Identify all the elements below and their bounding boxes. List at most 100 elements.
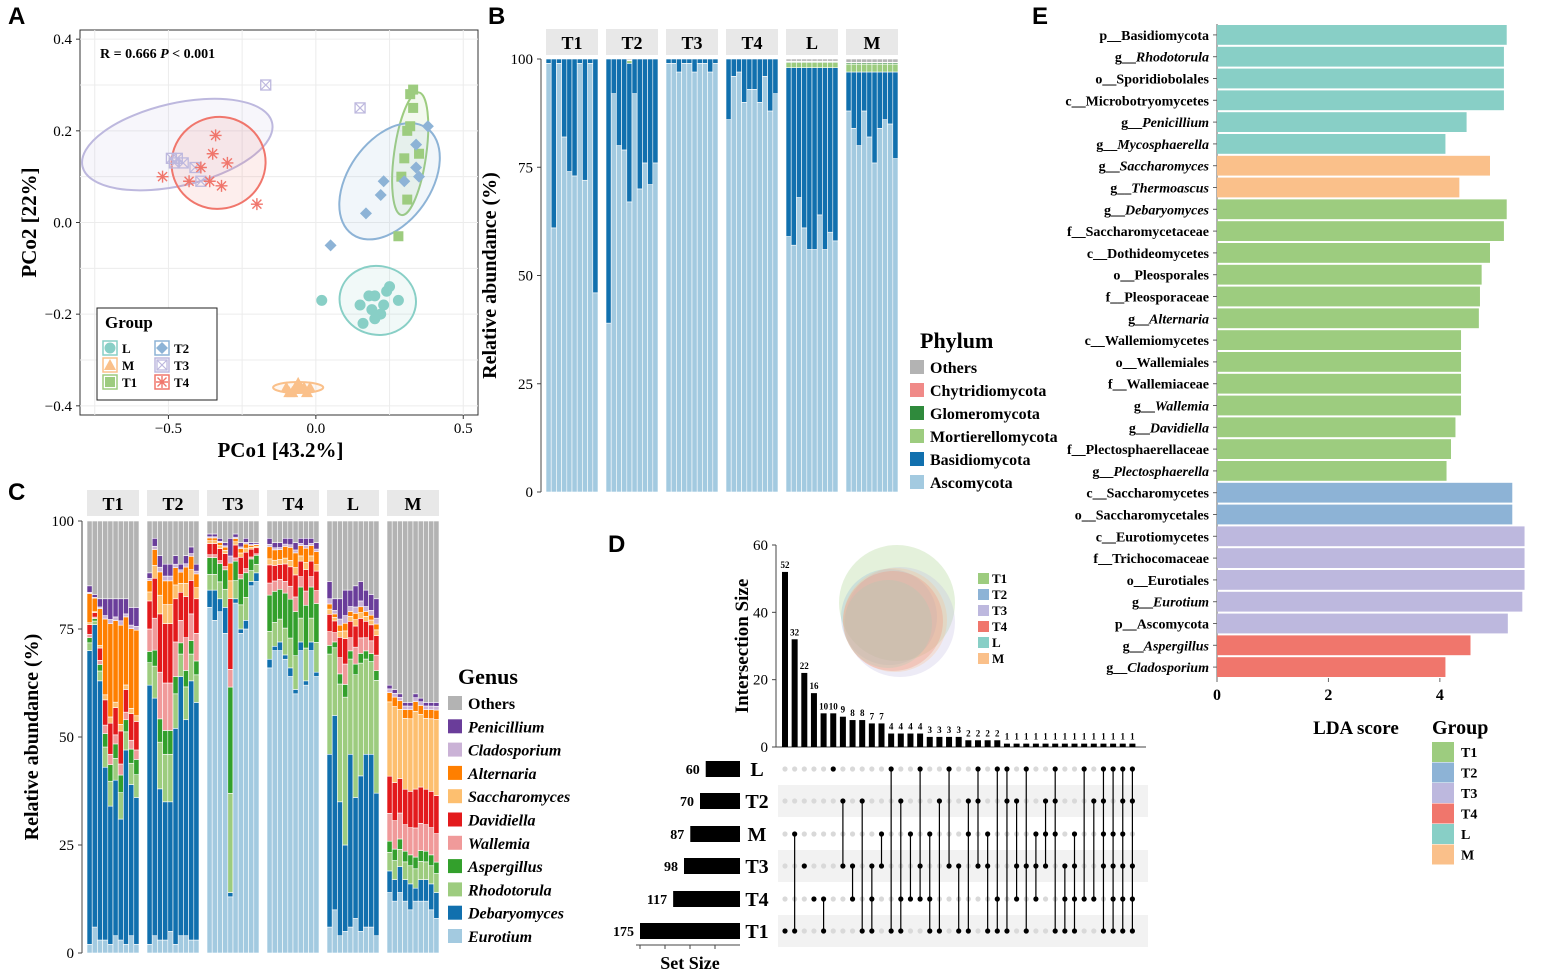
bar-segment	[326, 926, 333, 954]
bar	[605, 58, 612, 493]
legend-swatch	[910, 452, 924, 466]
bar-segment	[822, 249, 828, 493]
point	[195, 175, 207, 187]
bar-segment	[303, 545, 309, 549]
bar-segment	[670, 63, 677, 493]
matrix-dot	[985, 766, 991, 772]
legend-label: M	[122, 358, 134, 373]
bar-segment	[582, 179, 588, 493]
bar-segment	[876, 63, 883, 73]
bar-segment	[266, 558, 273, 566]
bar-segment	[102, 724, 109, 734]
bar-segment	[227, 892, 234, 898]
legend-swatch	[448, 812, 462, 827]
set-label: T4	[745, 889, 768, 911]
bar-segment	[167, 580, 174, 605]
bar-segment	[871, 63, 878, 73]
point	[324, 239, 337, 252]
lda-bar	[1217, 570, 1525, 590]
point	[408, 102, 419, 113]
point	[374, 189, 387, 201]
legend-label: Eurotium	[467, 929, 532, 946]
legend-swatch	[448, 742, 462, 757]
bar-segment	[790, 58, 797, 62]
taxon-label: c__Dothideomycetes	[1087, 247, 1210, 262]
matrix-dot	[801, 863, 807, 869]
bar-segment	[133, 626, 140, 631]
bar	[702, 58, 708, 493]
y-tick-label: 0	[67, 946, 75, 962]
bar-segment	[303, 680, 309, 686]
matrix-dot	[840, 928, 846, 934]
bar	[806, 58, 813, 493]
bar	[652, 58, 659, 493]
matrix-dot	[1062, 831, 1068, 837]
bar-segment	[571, 175, 578, 493]
bar-segment	[303, 604, 309, 649]
legend-swatch	[448, 719, 462, 734]
bar-segment	[162, 801, 169, 941]
bar-segment	[167, 753, 174, 803]
taxon-name: Plectosphaerellaceae	[1086, 443, 1209, 458]
bar	[676, 58, 682, 493]
point	[378, 299, 390, 311]
y-tick-label: −0.4	[45, 399, 73, 415]
bar-segment	[337, 801, 343, 937]
bar	[796, 58, 802, 493]
bar-segment	[91, 618, 98, 622]
bar-segment	[363, 650, 369, 660]
bar-segment	[237, 556, 244, 575]
bar-segment	[266, 594, 273, 632]
series-M	[280, 376, 316, 398]
bar-segment	[313, 642, 320, 673]
intersection-label: 8	[850, 708, 855, 718]
bar-segment	[308, 555, 315, 562]
bar-segment	[412, 827, 419, 858]
bar-segment	[282, 543, 289, 547]
bar-segment	[822, 62, 828, 68]
lda-bar	[1217, 526, 1525, 547]
taxon-name: Eurotiales	[1148, 574, 1210, 589]
bar-segment	[423, 900, 429, 954]
bar-segment	[146, 572, 153, 579]
venn-circle-T4	[843, 571, 943, 671]
bar-segment	[303, 520, 309, 539]
bar-segment	[342, 622, 349, 632]
bar	[243, 520, 249, 954]
bar-segment	[357, 618, 364, 639]
bar-segment	[871, 71, 878, 164]
bar-segment	[816, 214, 823, 493]
bar-segment	[806, 58, 813, 62]
intersection-label: 1	[1101, 732, 1106, 742]
y-tick-label: 0	[526, 485, 534, 501]
y-tick-label: 0.2	[53, 124, 72, 140]
bar-segment	[363, 621, 369, 639]
legend-label: Aspergillus	[467, 859, 543, 876]
bar-segment	[412, 701, 419, 712]
bar-segment	[373, 598, 380, 619]
legend-swatch	[910, 383, 924, 397]
bar-segment	[177, 642, 184, 655]
taxon-name: Saccharomycetaceae	[1086, 225, 1209, 240]
bar-segment	[347, 589, 354, 607]
lda-bar	[1217, 657, 1446, 677]
bar-segment	[266, 546, 273, 560]
bar-segment	[391, 900, 398, 954]
bar-segment	[412, 520, 419, 695]
bar-segment	[850, 63, 857, 73]
bar-segment	[128, 708, 135, 714]
bar-segment	[423, 850, 429, 863]
point	[396, 171, 407, 182]
bar-segment	[313, 542, 320, 550]
bar-segment	[313, 564, 320, 572]
bar	[423, 520, 429, 954]
bar-segment	[686, 63, 693, 493]
bar-segment	[271, 520, 278, 543]
bar-segment	[243, 551, 249, 569]
bar-segment	[576, 58, 583, 64]
matrix-dot	[792, 798, 798, 804]
bar-segment	[206, 574, 213, 591]
bar-segment	[832, 240, 839, 493]
taxon-prefix: c__	[1086, 487, 1107, 502]
